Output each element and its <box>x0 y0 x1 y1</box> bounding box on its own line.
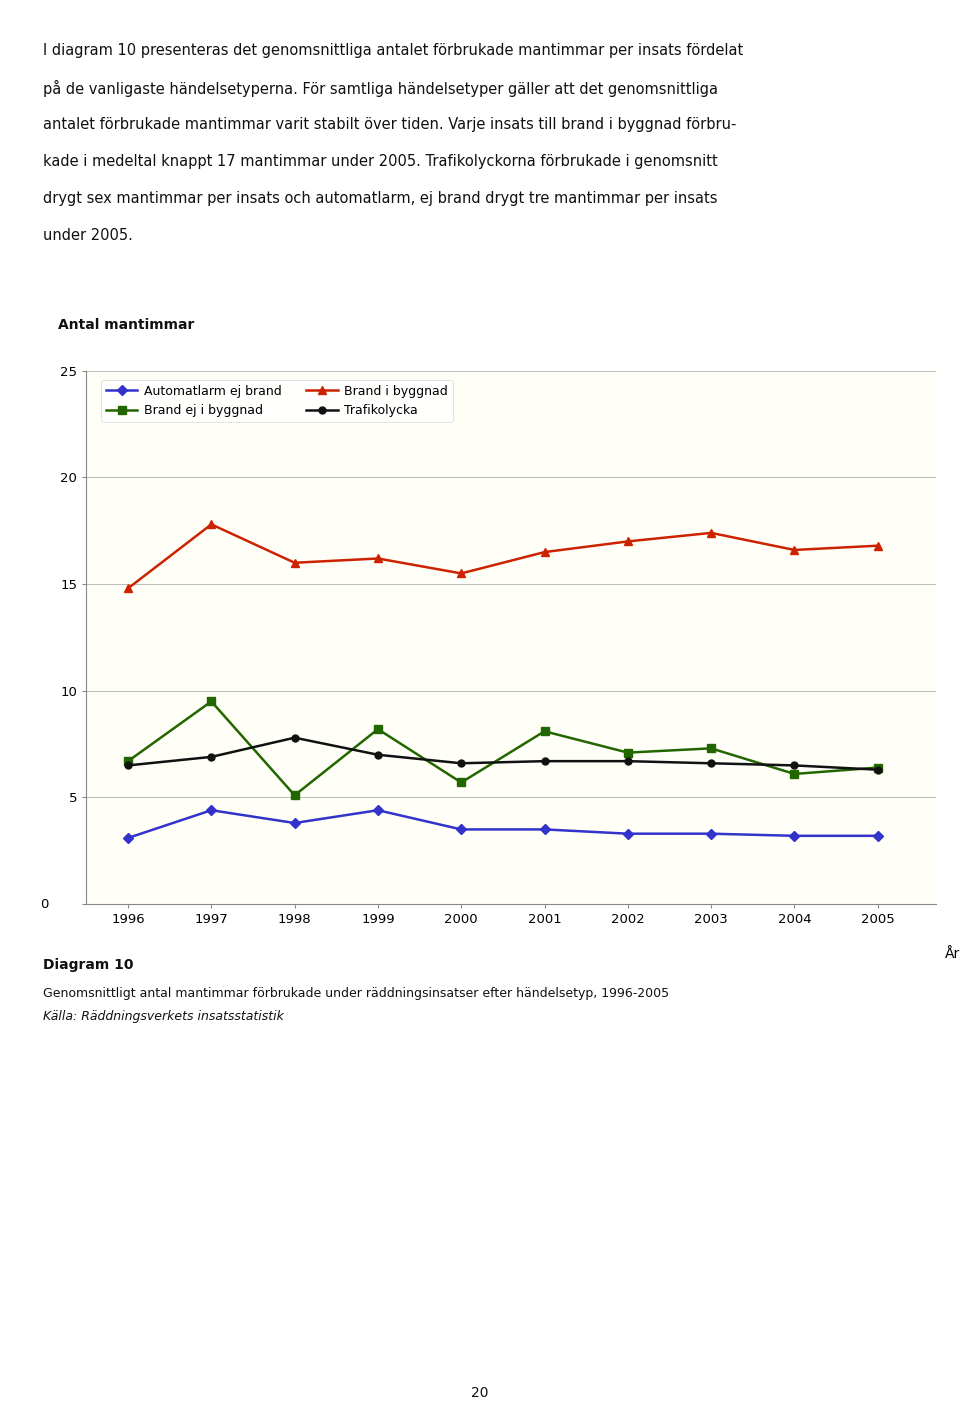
Text: Genomsnittligt antal mantimmar förbrukade under räddningsinsatser efter händelse: Genomsnittligt antal mantimmar förbrukad… <box>43 987 669 1000</box>
Brand i byggnad <box>872 538 883 555</box>
Brand i byggnad <box>289 555 300 572</box>
Line: Trafikolycka: Trafikolycka <box>125 734 881 773</box>
Brand i byggnad <box>455 565 467 582</box>
Trafikolycka <box>372 746 384 763</box>
Line: Automatlarm ej brand: Automatlarm ej brand <box>125 807 881 841</box>
Text: under 2005.: under 2005. <box>43 228 133 244</box>
Text: Antal mantimmar: Antal mantimmar <box>58 318 194 332</box>
Text: Källa: Räddningsverkets insatsstatistik: Källa: Räddningsverkets insatsstatistik <box>43 1010 284 1022</box>
Trafikolycka <box>706 754 717 771</box>
Text: År: År <box>945 947 960 961</box>
Automatlarm ej brand <box>122 830 133 847</box>
Text: drygt sex mantimmar per insats och automatlarm, ej brand drygt tre mantimmar per: drygt sex mantimmar per insats och autom… <box>43 191 718 207</box>
Automatlarm ej brand <box>872 827 883 844</box>
Text: antalet förbrukade mantimmar varit stabilt över tiden. Varje insats till brand i: antalet förbrukade mantimmar varit stabi… <box>43 117 736 133</box>
Trafikolycka <box>788 757 800 774</box>
Automatlarm ej brand <box>372 801 384 819</box>
Brand i byggnad <box>706 525 717 542</box>
Brand ej i byggnad <box>539 723 550 740</box>
Trafikolycka <box>872 761 883 779</box>
Automatlarm ej brand <box>706 826 717 843</box>
Text: 20: 20 <box>471 1386 489 1400</box>
Text: I diagram 10 presenteras det genomsnittliga antalet förbrukade mantimmar per ins: I diagram 10 presenteras det genomsnittl… <box>43 43 743 58</box>
Brand ej i byggnad <box>205 693 217 710</box>
Text: Insatsstatistik: Insatsstatistik <box>6 760 23 894</box>
Trafikolycka <box>455 754 467 771</box>
Line: Brand i byggnad: Brand i byggnad <box>124 520 882 593</box>
Brand i byggnad <box>622 533 634 550</box>
Brand ej i byggnad <box>372 720 384 737</box>
Automatlarm ej brand <box>455 821 467 838</box>
Brand i byggnad <box>205 516 217 533</box>
Automatlarm ej brand <box>539 821 550 838</box>
Trafikolycka <box>539 753 550 770</box>
Brand ej i byggnad <box>455 774 467 791</box>
Brand ej i byggnad <box>622 744 634 761</box>
Automatlarm ej brand <box>205 801 217 819</box>
Text: Diagram 10: Diagram 10 <box>43 958 133 973</box>
Trafikolycka <box>122 757 133 774</box>
Text: kade i medeltal knappt 17 mantimmar under 2005. Trafikolyckorna förbrukade i gen: kade i medeltal knappt 17 mantimmar unde… <box>43 154 718 170</box>
Brand ej i byggnad <box>706 740 717 757</box>
Brand i byggnad <box>539 543 550 560</box>
Automatlarm ej brand <box>622 826 634 843</box>
Automatlarm ej brand <box>289 814 300 831</box>
Text: 0: 0 <box>39 897 48 911</box>
Brand ej i byggnad <box>788 766 800 783</box>
Brand i byggnad <box>372 550 384 568</box>
Brand ej i byggnad <box>122 753 133 770</box>
Trafikolycka <box>205 749 217 766</box>
Brand ej i byggnad <box>872 759 883 776</box>
Line: Brand ej i byggnad: Brand ej i byggnad <box>124 697 882 800</box>
Trafikolycka <box>289 729 300 746</box>
Brand i byggnad <box>788 542 800 559</box>
Brand ej i byggnad <box>289 787 300 804</box>
Trafikolycka <box>622 753 634 770</box>
Brand i byggnad <box>122 580 133 597</box>
Text: på de vanligaste händelsetyperna. För samtliga händelsetyper gäller att det geno: på de vanligaste händelsetyperna. För sa… <box>43 80 718 97</box>
Automatlarm ej brand <box>788 827 800 844</box>
Legend: Automatlarm ej brand, Brand ej i byggnad, Brand i byggnad, Trafikolycka: Automatlarm ej brand, Brand ej i byggnad… <box>101 379 453 422</box>
